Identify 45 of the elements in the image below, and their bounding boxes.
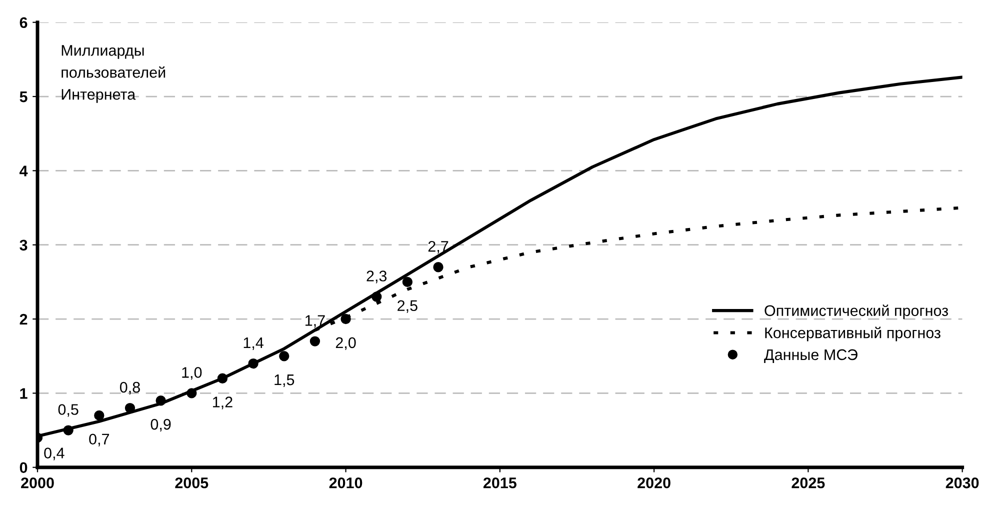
- point: [340, 314, 351, 324]
- point: [310, 336, 320, 346]
- data-label: 2,5: [398, 300, 418, 313]
- x-tick-label: 2020: [638, 477, 670, 488]
- point: [94, 410, 104, 421]
- data-label: 1,2: [213, 396, 232, 410]
- point: [186, 388, 197, 398]
- y-tick-label: 4: [20, 166, 28, 176]
- legend-label: Консервативный прогноз: [765, 326, 940, 342]
- y-tick-label: 5: [20, 92, 28, 102]
- y-tick-label: 1: [20, 388, 28, 399]
- data-label: 0,8: [120, 382, 140, 394]
- data-label: 2,3: [366, 270, 387, 284]
- y-tick-label: 3: [20, 240, 28, 251]
- data-label: 0,5: [58, 404, 78, 417]
- data-label: 1,0: [182, 367, 202, 380]
- data-label: 2,7: [428, 240, 448, 254]
- legend-label: Оптимистический прогноз: [764, 304, 948, 320]
- point: [279, 351, 290, 362]
- x-tick-label: 2000: [21, 477, 54, 488]
- data-label: 0,9: [150, 418, 171, 432]
- point: [217, 373, 228, 384]
- x-tick-label: 2030: [946, 477, 979, 488]
- x-tick-label: 2005: [175, 477, 208, 488]
- point: [156, 396, 166, 406]
- data-label: 2,0: [336, 337, 356, 350]
- legend-label: Данные МСЭ: [764, 349, 858, 363]
- y-tick-label: 6: [20, 17, 28, 28]
- data-label: 1,4: [244, 338, 264, 350]
- annotation: Миллиарды пользователей Интернета: [62, 45, 166, 103]
- data-label: 0,7: [89, 434, 110, 446]
- data-label: 1,5: [274, 374, 294, 388]
- point: [124, 402, 136, 414]
- point: [372, 292, 382, 302]
- point: [433, 262, 444, 272]
- data-label: 0,4: [44, 448, 64, 460]
- x-tick-label: 2025: [792, 477, 825, 488]
- x-tick-label: 2015: [483, 477, 516, 488]
- point: [248, 358, 258, 369]
- point: [402, 276, 413, 288]
- y-tick-label: 2: [20, 314, 28, 325]
- x-tick-label: 2010: [329, 477, 362, 488]
- y-tick-label: 0: [20, 462, 28, 474]
- point: [63, 425, 74, 436]
- data-label: 1,7: [306, 315, 325, 328]
